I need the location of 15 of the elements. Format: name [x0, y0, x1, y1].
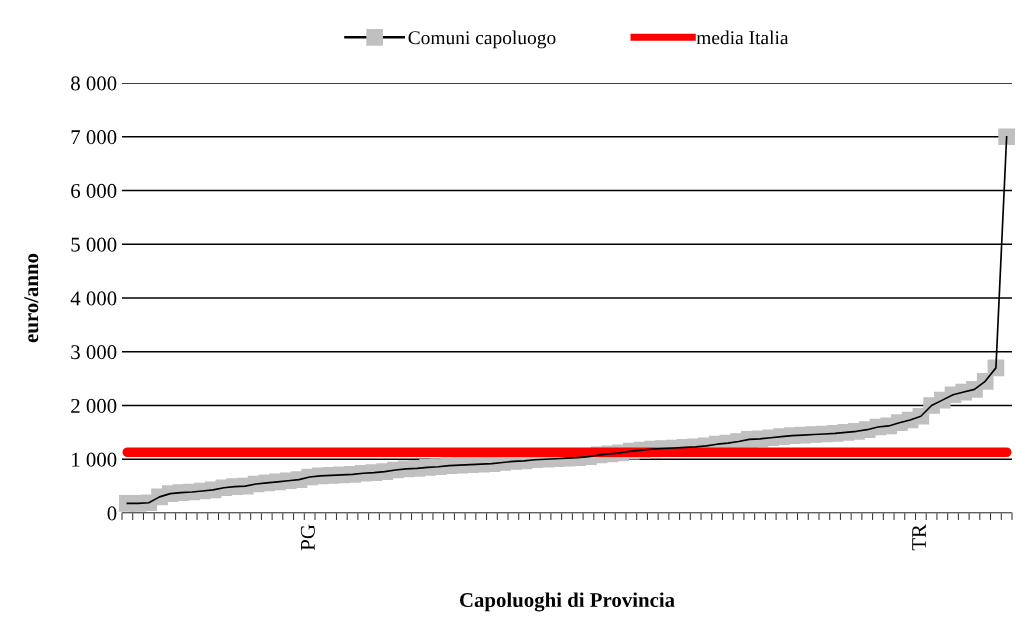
y-tick-label: 4 000: [70, 291, 117, 306]
legend-label: Comuni capoluogo: [408, 30, 556, 49]
y-tick-label: 1 000: [72, 452, 117, 467]
y-axis-title: euro/anno: [24, 253, 39, 343]
y-tick-label: 0: [107, 506, 117, 521]
y-tick-label: 2 000: [71, 398, 117, 413]
x-tick-label: TR: [912, 524, 926, 551]
y-tick-label: 5 000: [71, 237, 117, 252]
legend-label: media Italia: [696, 30, 789, 45]
y-tick-label: 8 000: [71, 76, 117, 91]
y-tick-label: 7 000: [71, 130, 117, 145]
x-tick-label: PG: [300, 524, 315, 551]
x-axis-title: Capoluoghi di Provincia: [459, 592, 675, 612]
y-tick-label: 3 000: [71, 345, 117, 360]
y-tick-label: 6 000: [71, 183, 117, 198]
